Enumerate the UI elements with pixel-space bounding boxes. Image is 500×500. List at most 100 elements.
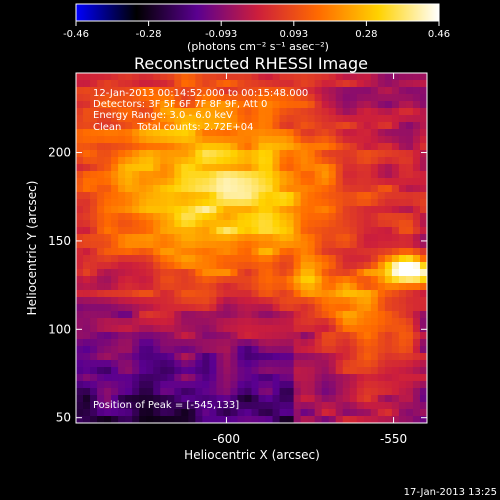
heatmap-cell: [251, 220, 259, 228]
heatmap-cell: [377, 374, 386, 382]
heatmap-cell: [125, 94, 133, 102]
heatmap-cell: [321, 122, 330, 130]
heatmap-cell: [104, 234, 112, 242]
heatmap-cell: [356, 346, 365, 354]
heatmap-cell: [111, 234, 119, 242]
heatmap-cell: [153, 248, 161, 256]
heatmap-cell: [342, 388, 351, 396]
heatmap-cell: [335, 164, 344, 172]
heatmap-cell: [125, 241, 133, 249]
heatmap-cell: [363, 87, 372, 95]
heatmap-cell: [279, 150, 287, 158]
heatmap-cell: [223, 157, 231, 165]
heatmap-cell: [321, 80, 330, 88]
heatmap-cell: [174, 339, 182, 347]
heatmap-cell: [76, 339, 84, 347]
heatmap-cell: [328, 262, 337, 270]
heatmap-cell: [188, 374, 196, 382]
heatmap-cell: [160, 297, 168, 305]
heatmap-cell: [272, 213, 280, 221]
heatmap-cell: [223, 409, 231, 417]
heatmap-cell: [174, 164, 182, 172]
heatmap-cell: [125, 395, 133, 403]
heatmap-cell: [237, 136, 245, 144]
heatmap-cell: [160, 157, 168, 165]
heatmap-cell: [181, 157, 189, 165]
heatmap-cell: [202, 367, 210, 375]
heatmap-cell: [258, 367, 266, 375]
heatmap-cell: [307, 381, 316, 389]
heatmap-cell: [90, 388, 98, 396]
heatmap-cell: [146, 150, 154, 158]
heatmap-cell: [195, 199, 203, 207]
heatmap-cell: [349, 402, 358, 410]
heatmap-cell: [286, 220, 295, 228]
heatmap-cell: [321, 171, 330, 179]
heatmap-cell: [230, 374, 238, 382]
heatmap-cell: [384, 332, 393, 340]
heatmap-cell: [139, 311, 147, 319]
heatmap-cell: [230, 255, 238, 263]
heatmap-cell: [258, 122, 266, 130]
heatmap-cell: [202, 402, 210, 410]
heatmap-cell: [398, 318, 407, 326]
heatmap-cell: [160, 395, 168, 403]
heatmap-cell: [181, 178, 189, 186]
heatmap-cell: [398, 220, 407, 228]
heatmap-cell: [244, 248, 252, 256]
heatmap-cell: [230, 122, 238, 130]
heatmap-cell: [188, 388, 196, 396]
heatmap-cell: [90, 346, 98, 354]
heatmap-cell: [370, 248, 379, 256]
heatmap-cell: [76, 381, 84, 389]
heatmap-cell: [300, 136, 309, 144]
heatmap-cell: [195, 115, 203, 123]
heatmap-cell: [251, 290, 259, 298]
heatmap-cell: [160, 150, 168, 158]
heatmap-cell: [349, 101, 358, 109]
heatmap-cell: [258, 171, 266, 179]
heatmap-cell: [216, 290, 224, 298]
heatmap-cell: [328, 241, 337, 249]
heatmap-cell: [272, 199, 280, 207]
heatmap-cell: [132, 395, 140, 403]
heatmap-cell: [216, 304, 224, 312]
heatmap-cell: [188, 290, 196, 298]
heatmap-cell: [384, 248, 393, 256]
heatmap-cell: [125, 108, 133, 116]
heatmap-cell: [398, 164, 407, 172]
heatmap-cell: [314, 346, 323, 354]
heatmap-cell: [209, 185, 217, 193]
heatmap-cell: [328, 276, 337, 284]
heatmap-cell: [300, 332, 309, 340]
heatmap-cell: [293, 108, 302, 116]
heatmap-cell: [202, 143, 210, 151]
heatmap-cell: [244, 206, 252, 214]
heatmap-cell: [314, 143, 323, 151]
heatmap-cell: [111, 346, 119, 354]
heatmap-cell: [195, 409, 203, 417]
heatmap-cell: [83, 353, 91, 361]
heatmap-cell: [363, 101, 372, 109]
heatmap-cell: [405, 248, 414, 256]
heatmap-cell: [139, 213, 147, 221]
heatmap-cell: [90, 192, 98, 200]
heatmap-cell: [391, 206, 400, 214]
heatmap-cell: [300, 269, 309, 277]
heatmap-cell: [195, 171, 203, 179]
heatmap-cell: [76, 94, 84, 102]
heatmap-cell: [83, 339, 91, 347]
heatmap-cell: [97, 402, 105, 410]
heatmap-cell: [307, 101, 316, 109]
heatmap-cell: [377, 353, 386, 361]
heatmap-cell: [356, 241, 365, 249]
heatmap-cell: [328, 192, 337, 200]
heatmap-cell: [258, 388, 266, 396]
heatmap-cell: [90, 241, 98, 249]
heatmap-cell: [307, 360, 316, 368]
heatmap-cell: [258, 353, 266, 361]
heatmap-cell: [160, 388, 168, 396]
heatmap-cell: [83, 164, 91, 172]
heatmap-cell: [405, 346, 414, 354]
heatmap-cell: [335, 87, 344, 95]
